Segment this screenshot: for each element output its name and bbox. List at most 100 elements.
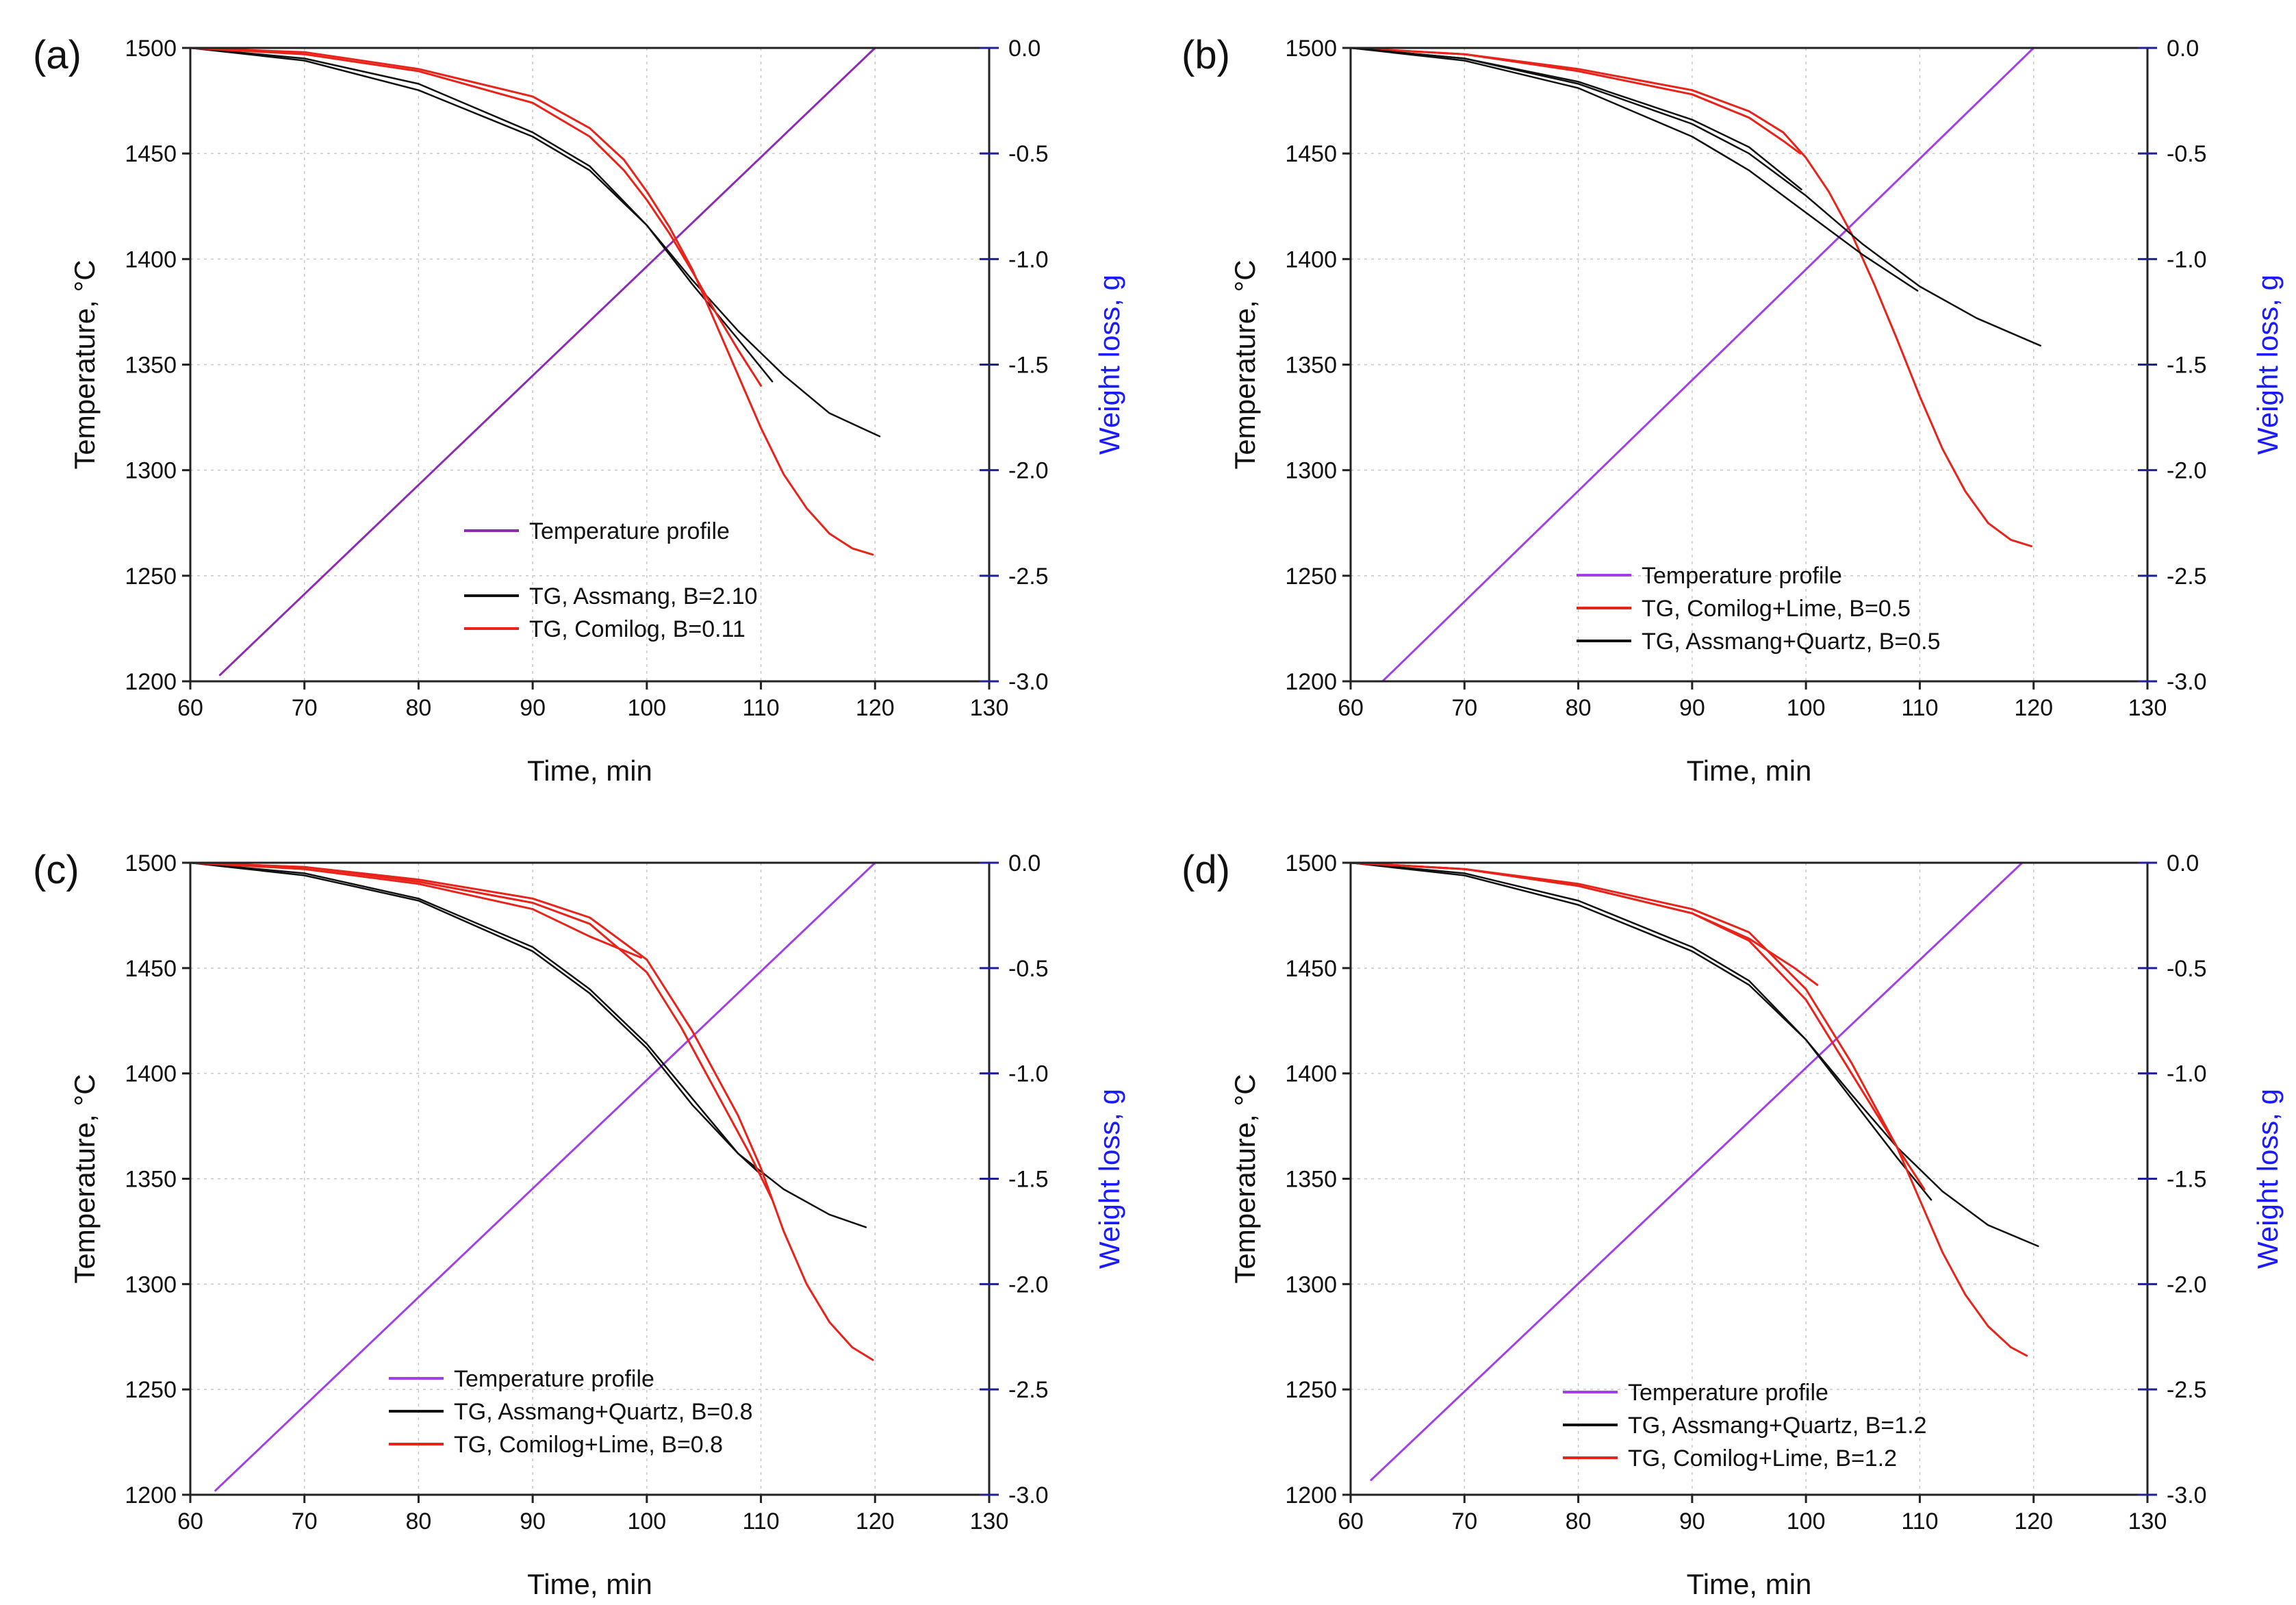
y-left-axis-label: Temperature, °C bbox=[1229, 1074, 1261, 1283]
y-right-tick-label: -0.5 bbox=[1008, 956, 1049, 982]
series-line-2 bbox=[1349, 47, 1802, 155]
x-tick-label: 130 bbox=[2128, 695, 2167, 721]
series-line-3 bbox=[189, 47, 874, 556]
y-right-tick-label: -1.0 bbox=[1008, 1061, 1049, 1087]
chart-panel-a: 60 70 80 90 100 110 120 130 1200 1250 1300 1350 1400… bbox=[33, 33, 1125, 787]
y-right-axis-label: Weight loss, g bbox=[1093, 275, 1125, 455]
series-line-3 bbox=[189, 861, 874, 1361]
y-left-tick-label: 1500 bbox=[1285, 36, 1337, 62]
x-tick-label: 90 bbox=[1679, 695, 1705, 721]
y-right-tick-label: 0.0 bbox=[2167, 850, 2199, 876]
y-right-tick-label: 0.0 bbox=[2167, 36, 2199, 62]
y-left-tick-label: 1500 bbox=[1285, 850, 1337, 876]
y-left-tick-label: 1350 bbox=[125, 1167, 177, 1193]
legend: Temperature profile TG, Assmang+Quartz, B… bbox=[389, 1366, 753, 1458]
series-line-4 bbox=[189, 861, 774, 1201]
y-right-tick-label: -2.0 bbox=[2167, 1272, 2207, 1298]
y-right-tick-label: -1.0 bbox=[2167, 247, 2207, 273]
y-left-axis-label: Temperature, °C bbox=[1229, 260, 1261, 469]
y-left-tick-label: 1250 bbox=[1285, 1377, 1337, 1403]
y-left-tick-label: 1450 bbox=[125, 141, 177, 167]
y-left-tick-label: 1250 bbox=[125, 564, 177, 590]
x-tick-label: 70 bbox=[1451, 695, 1477, 721]
y-right-tick-label: -3.0 bbox=[2167, 1482, 2207, 1508]
legend-entry: TG, Assmang+Quartz, B=1.2 bbox=[1628, 1413, 1927, 1439]
panel-label: (b) bbox=[1182, 33, 1230, 77]
panel-label: (d) bbox=[1182, 848, 1230, 892]
y-right-tick-label: -3.0 bbox=[2167, 669, 2207, 695]
x-tick-label: 90 bbox=[520, 1508, 546, 1534]
series-line-4 bbox=[1349, 47, 1919, 292]
y-right-tick-label: -2.5 bbox=[2167, 1377, 2207, 1403]
x-tick-label: 100 bbox=[1787, 1508, 1826, 1534]
y-left-tick-label: 1300 bbox=[1285, 458, 1337, 484]
y-right-tick-label: -3.0 bbox=[1008, 1482, 1049, 1508]
x-tick-label: 110 bbox=[1901, 695, 1938, 721]
legend-entry: TG, Assmang+Quartz, B=0.5 bbox=[1642, 629, 1941, 655]
x-tick-label: 110 bbox=[1901, 1508, 1938, 1534]
x-tick-label: 100 bbox=[627, 1508, 666, 1534]
x-axis-label: Time, min bbox=[527, 755, 652, 787]
legend-entry: TG, Comilog+Lime, B=1.2 bbox=[1628, 1445, 1897, 1471]
series-line-3 bbox=[1349, 47, 2041, 347]
series-line-1 bbox=[1349, 861, 2039, 1248]
y-left-tick-label: 1200 bbox=[125, 1482, 177, 1508]
legend-entry: Temperature profile bbox=[1628, 1380, 1828, 1406]
x-tick-label: 120 bbox=[2014, 1508, 2053, 1534]
x-axis-label: Time, min bbox=[1687, 1568, 1812, 1600]
legend-entry: TG, Comilog, B=0.11 bbox=[529, 616, 745, 642]
y-right-tick-label: -0.5 bbox=[1008, 141, 1049, 167]
x-tick-label: 70 bbox=[1451, 1508, 1477, 1534]
y-right-tick-label: 0.0 bbox=[1008, 36, 1041, 62]
y-right-tick-label: -0.5 bbox=[2167, 956, 2207, 982]
legend-entry: TG, Comilog+Lime, B=0.8 bbox=[454, 1432, 723, 1458]
legend-entry: Temperature profile bbox=[529, 518, 730, 544]
y-left-tick-label: 1300 bbox=[125, 458, 177, 484]
y-left-tick-label: 1200 bbox=[1285, 1482, 1337, 1508]
series-line-5 bbox=[1349, 47, 1802, 190]
y-left-tick-label: 1300 bbox=[1285, 1272, 1337, 1298]
y-left-tick-label: 1500 bbox=[125, 36, 177, 62]
legend: Temperature profile TG, Assmang, B=2.10 TG… bbox=[464, 518, 758, 642]
y-right-axis-label: Weight loss, g bbox=[2252, 1089, 2284, 1269]
x-tick-label: 120 bbox=[856, 695, 895, 721]
chart-panel-c: 60 70 80 90 100 110 120 130 1200 1250 1300 1350 1400… bbox=[33, 848, 1125, 1600]
y-left-tick-label: 1300 bbox=[125, 1272, 177, 1298]
x-tick-label: 60 bbox=[1338, 1508, 1364, 1534]
series-line-2 bbox=[189, 47, 774, 383]
y-left-tick-label: 1450 bbox=[125, 956, 177, 982]
y-right-tick-label: -1.5 bbox=[2167, 1167, 2207, 1193]
x-tick-label: 80 bbox=[1566, 1508, 1592, 1534]
series-line-5 bbox=[1349, 861, 1819, 986]
x-tick-label: 120 bbox=[856, 1508, 895, 1534]
y-right-tick-label: 0.0 bbox=[1008, 850, 1041, 876]
x-tick-label: 100 bbox=[1787, 695, 1826, 721]
y-left-tick-label: 1400 bbox=[125, 1061, 177, 1087]
x-tick-label: 110 bbox=[742, 695, 779, 721]
y-left-tick-label: 1400 bbox=[1285, 247, 1337, 273]
y-right-axis-label: Weight loss, g bbox=[1093, 1089, 1125, 1269]
series-line-0 bbox=[1370, 861, 2024, 1481]
y-right-tick-label: -2.5 bbox=[1008, 564, 1049, 590]
x-tick-label: 90 bbox=[1679, 1508, 1705, 1534]
series-line-1 bbox=[189, 861, 867, 1228]
y-right-tick-label: -2.0 bbox=[2167, 458, 2207, 484]
chart-panel-b: 60 70 80 90 100 110 120 130 1200 1250 1300 1350 1400… bbox=[1182, 33, 2284, 787]
chart-panel-d: 60 70 80 90 100 110 120 130 1200 1250 1300 1350 1400… bbox=[1182, 848, 2284, 1600]
y-left-tick-label: 1200 bbox=[125, 669, 177, 695]
x-axis-label: Time, min bbox=[527, 1568, 652, 1600]
legend-entry: Temperature profile bbox=[454, 1366, 654, 1392]
y-left-tick-label: 1250 bbox=[1285, 564, 1337, 590]
series-line-5 bbox=[189, 861, 642, 959]
x-tick-label: 60 bbox=[1338, 695, 1364, 721]
y-left-axis-label: Temperature, °C bbox=[68, 260, 101, 469]
legend-entry: TG, Comilog+Lime, B=0.5 bbox=[1642, 596, 1911, 622]
series-line-2 bbox=[189, 861, 762, 1176]
legend-entry: TG, Assmang, B=2.10 bbox=[529, 583, 758, 609]
y-left-tick-label: 1350 bbox=[1285, 353, 1337, 379]
y-right-tick-label: -3.0 bbox=[1008, 669, 1049, 695]
x-tick-label: 70 bbox=[292, 695, 318, 721]
series-line-2 bbox=[1349, 861, 1933, 1201]
x-tick-label: 60 bbox=[177, 1508, 203, 1534]
